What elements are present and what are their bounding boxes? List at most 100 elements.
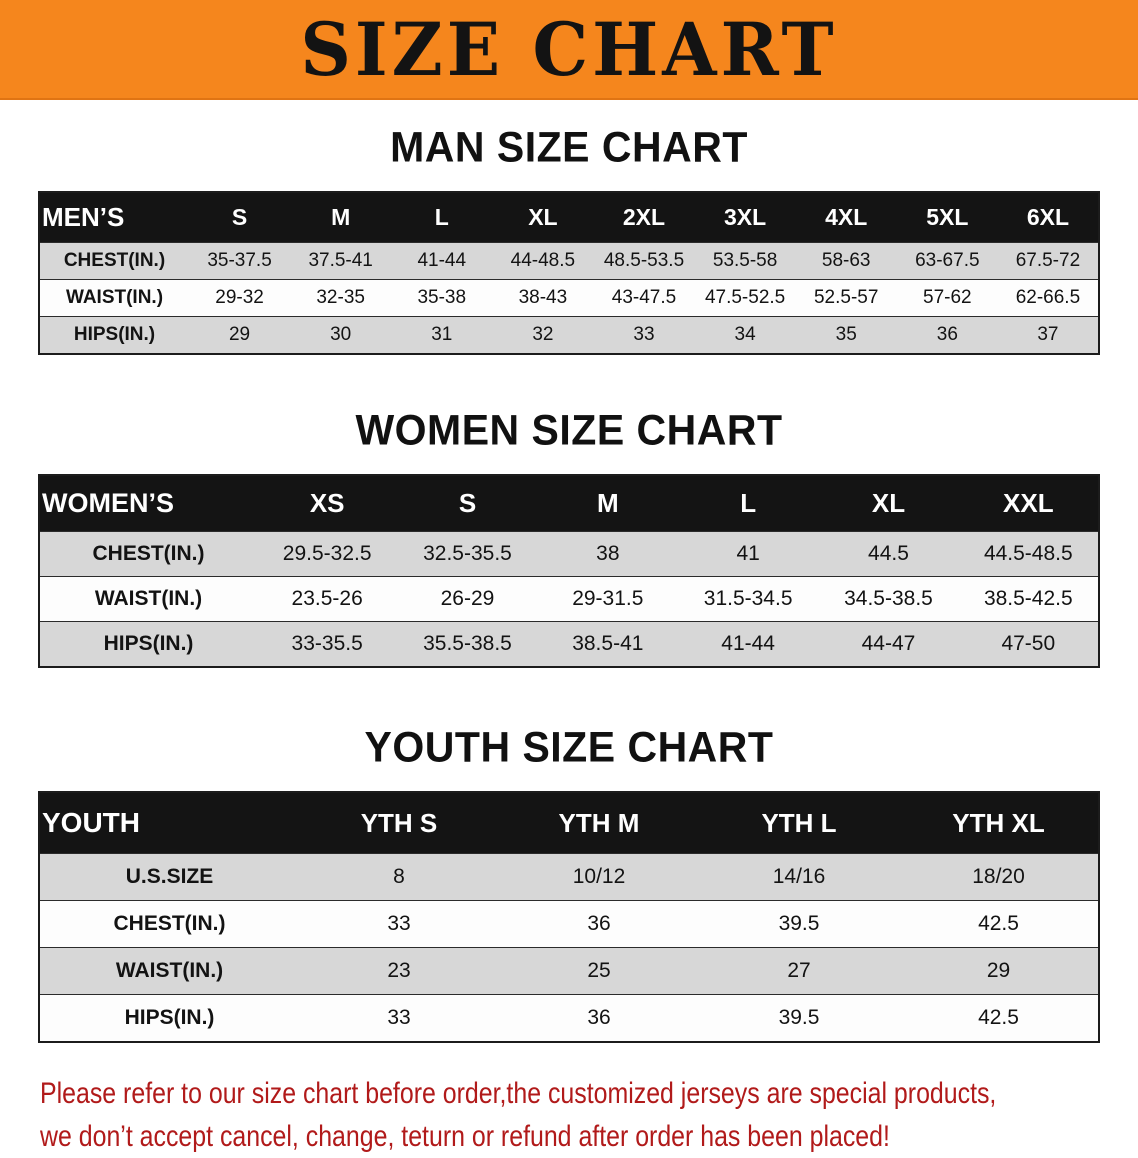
size-value-cell: 39.5 [778,912,820,935]
women-size-section: WOMEN SIZE CHART WOMEN’S XS S M L XL XXL CHEST(… [0,406,1138,668]
women-size-table: WOMEN’S XS S M L XL XXL CHEST(IN.) 29.5-32.5 32.5… [38,474,1100,668]
size-value-cell: 47.5-52.5 [704,287,786,308]
size-column-header: 4XL [825,204,868,230]
size-value-cell: 14/16 [772,865,826,888]
size-value-cell: 23 [387,959,411,982]
measurement-row-label: HIPS(IN.) [73,324,156,345]
measurement-row-label: CHEST(IN.) [63,250,166,271]
size-value-cell: 48.5-53.5 [603,250,685,271]
disclaimer-line-2: we don’t accept cancel, change, teturn o… [40,1119,890,1153]
size-value-cell: 29 [228,324,251,345]
size-value-cell: 57-62 [923,287,972,308]
size-column-header: 3XL [724,204,767,230]
size-value-cell: 53.5-58 [712,250,778,271]
measurement-row-label: WAIST(IN.) [65,287,164,308]
size-column-header: XL [528,204,558,230]
table-corner-label: WOMEN’S [42,488,174,518]
size-column-header: XXL [1003,488,1054,518]
measurement-row-label: U.S.SIZE [125,865,214,888]
size-value-cell: 23.5-26 [291,587,363,610]
size-value-cell: 29-31.5 [572,587,644,610]
measurement-row: CHEST(IN.) 33 36 39.5 42.5 [39,900,1099,948]
men-size-heading: MAN SIZE CHART [390,123,748,171]
youth-size-table: YOUTH YTH S YTH M YTH L YTH XL U.S.SIZE 8 10/12… [38,791,1100,1043]
size-column-header: YTH S [360,807,438,838]
size-value-cell: 10/12 [572,865,626,888]
size-value-cell: 58-63 [821,250,871,271]
size-value-cell: 31 [431,324,453,345]
table-header-row: WOMEN’S XS S M L XL XXL [39,475,1099,532]
size-value-cell: 8 [393,865,405,888]
size-value-cell: 32-35 [316,287,365,308]
size-column-header: XL [871,488,906,518]
size-value-cell: 25 [587,959,611,982]
size-value-cell: 44-47 [861,632,916,655]
size-value-cell: 62-66.5 [1015,287,1081,308]
size-value-cell: 33 [633,324,655,345]
measurement-row-label: CHEST(IN.) [113,912,226,935]
size-value-cell: 41-44 [721,632,775,655]
size-value-cell: 44.5 [868,542,909,565]
measurement-row: WAIST(IN.) 29-32 32-35 35-38 38-43 43-47.5 47.… [39,279,1099,317]
size-value-cell: 29 [986,959,1011,982]
size-value-cell: 38-43 [518,287,568,308]
size-value-cell: 30 [330,324,352,345]
table-header-row: YOUTH YTH S YTH M YTH L YTH XL [39,792,1099,854]
men-size-section: MAN SIZE CHART MEN’S S M L XL 2XL 3XL 4XL 5XL 6XL… [0,123,1138,355]
size-value-cell: 32 [532,324,554,345]
size-value-cell: 34.5-38.5 [844,587,933,610]
size-value-cell: 42.5 [978,1006,1019,1029]
size-column-header: XS [309,488,345,518]
size-column-header: 6XL [1026,204,1070,230]
size-column-header: L [740,488,757,518]
size-column-header: S [458,488,477,518]
size-value-cell: 18/20 [972,865,1025,888]
measurement-row: CHEST(IN.) 29.5-32.5 32.5-35.5 38 41 44.5 44.5… [39,531,1099,577]
size-column-header: M [331,204,351,230]
size-value-cell: 42.5 [978,912,1019,935]
size-value-cell: 36 [587,912,611,935]
size-column-header: L [434,204,449,230]
size-value-cell: 41-44 [417,250,467,271]
size-value-cell: 38.5-42.5 [983,587,1073,610]
size-column-header: M [596,488,619,518]
youth-size-section: YOUTH SIZE CHART YOUTH YTH S YTH M YTH L YTH… [0,723,1138,1043]
size-value-cell: 27 [787,959,811,982]
size-value-cell: 36 [936,324,958,345]
size-value-cell: 34 [734,324,756,345]
size-column-header: 5XL [926,204,969,230]
table-corner-label: MEN’S [42,202,125,232]
size-value-cell: 41 [736,542,760,565]
banner: SIZE CHART [0,0,1138,100]
size-value-cell: 43-47.5 [611,287,677,308]
measurement-row: U.S.SIZE 8 10/12 14/16 18/20 [39,853,1099,901]
size-value-cell: 44-48.5 [510,250,576,271]
measurement-row: HIPS(IN.) 29 30 31 32 33 34 35 36 37 [39,316,1099,354]
size-value-cell: 37 [1037,324,1059,345]
size-value-cell: 44.5-48.5 [983,542,1073,565]
size-value-cell: 35-38 [417,287,467,308]
size-value-cell: 47-50 [1001,632,1056,655]
table-header-row: MEN’S S M L XL 2XL 3XL 4XL 5XL 6XL [39,192,1099,243]
measurement-row: HIPS(IN.) 33-35.5 35.5-38.5 38.5-41 41-44 44-… [39,621,1099,667]
measurement-row-label: HIPS(IN.) [103,632,194,655]
youth-size-heading: YOUTH SIZE CHART [364,723,774,771]
size-value-cell: 38.5-41 [572,632,644,655]
size-value-cell: 33 [387,1006,411,1029]
measurement-row-label: HIPS(IN.) [124,1006,215,1029]
size-column-header: YTH XL [952,807,1045,838]
size-value-cell: 35-37.5 [207,250,272,271]
disclaimer-line-1: Please refer to our size chart before or… [40,1077,997,1110]
size-value-cell: 35.5-38.5 [423,632,512,655]
size-value-cell: 39.5 [778,1006,820,1029]
measurement-row-label: WAIST(IN.) [94,587,203,610]
size-value-cell: 38 [596,542,620,565]
page-title: SIZE CHART [300,5,838,93]
size-column-header: S [231,204,248,230]
size-value-cell: 29.5-32.5 [282,542,372,565]
size-value-cell: 33-35.5 [291,632,363,655]
size-value-cell: 31.5-34.5 [703,587,793,610]
measurement-row: WAIST(IN.) 23.5-26 26-29 29-31.5 31.5-34.5 34… [39,576,1099,622]
measurement-row-label: WAIST(IN.) [115,959,224,982]
